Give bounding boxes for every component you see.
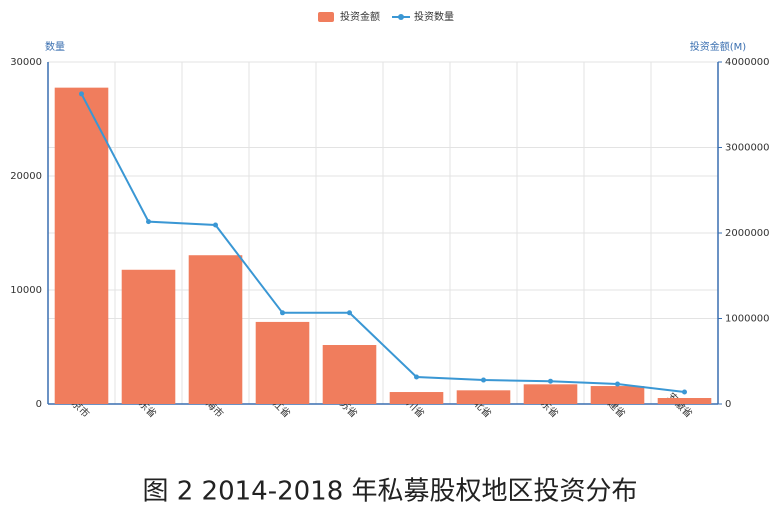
legend-label: 投资金额 (340, 10, 380, 23)
y-tick-label: 10000 (10, 285, 42, 296)
line-point (548, 378, 553, 384)
line-point (79, 91, 84, 97)
y-tick-label: 30000 (10, 57, 42, 68)
y2-tick-label: 0 (725, 399, 731, 410)
bar (456, 390, 511, 404)
y-axis-label: 数量 (45, 40, 65, 53)
bar (389, 392, 444, 404)
line-point (213, 222, 218, 228)
bar (121, 269, 176, 404)
caption: 图 2 2014-2018 年私募股权地区投资分布 (142, 477, 637, 507)
y2-axis-label: 投资金额(M) (690, 40, 747, 53)
legend-swatch (318, 12, 334, 22)
line-point (146, 219, 151, 225)
line-point (481, 377, 486, 383)
bar (322, 345, 377, 404)
y2-tick-label: 3000000 (725, 143, 770, 154)
x-tick-label: 安徽省 (665, 390, 695, 420)
y-tick-label: 0 (36, 399, 42, 410)
line-point (347, 310, 352, 316)
line-point (414, 374, 419, 380)
line-point (615, 381, 620, 387)
bar (54, 87, 109, 405)
bar (188, 255, 243, 404)
y2-tick-label: 2000000 (725, 228, 770, 239)
bar (657, 398, 712, 404)
legend-label: 投资数量 (414, 10, 454, 23)
y2-tick-label: 1000000 (725, 314, 770, 325)
line-point (280, 310, 285, 316)
line (80, 93, 685, 394)
bar (255, 321, 310, 404)
line-point (682, 389, 687, 395)
bar (590, 386, 645, 404)
bar (523, 384, 578, 404)
y-tick-label: 20000 (10, 171, 42, 182)
y2-tick-label: 4000000 (725, 57, 770, 68)
legend-swatch (398, 14, 404, 20)
